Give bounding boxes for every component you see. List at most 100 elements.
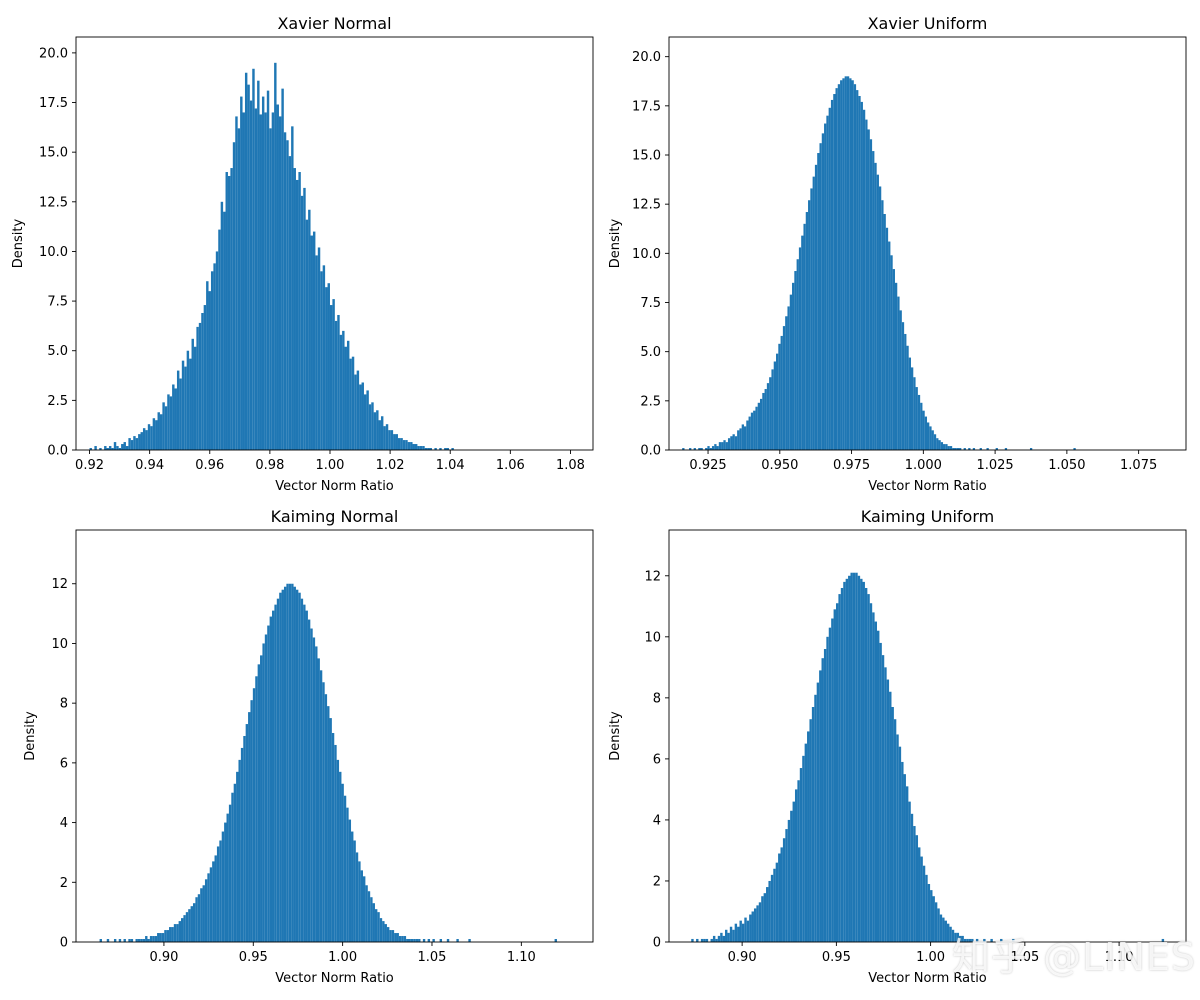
histogram-bar [869,139,873,450]
histogram-bar [303,604,306,942]
x-tick-label: 1.06 [496,458,525,473]
histogram-bar [349,358,352,450]
histogram-bar [879,642,882,942]
histogram-bar [901,322,905,450]
histogram-bar [842,78,845,451]
histogram-bar [874,162,877,450]
histogram-bar [415,939,419,942]
histogram-bar [167,394,170,450]
x-tick-label: 1.050 [1048,458,1085,473]
histogram-bar [872,151,875,450]
histogram-bar [186,350,190,450]
histogram-bar [831,618,834,942]
histogram-bar [393,434,396,450]
histogram-bar [741,923,745,942]
histogram-bar [424,448,428,450]
histogram-bar [805,212,809,450]
histogram-bar [860,101,863,451]
histogram-bar [386,927,390,942]
kaiming-normal-bars [99,583,557,942]
histogram-bar [355,852,359,942]
histogram-bar [221,831,225,942]
histogram-bar [274,604,277,942]
histogram-bar [979,448,982,450]
histogram-bar [737,926,740,942]
histogram-bar [932,896,935,942]
histogram-bar [714,444,717,450]
histogram-bar [371,402,374,450]
histogram-bar [342,330,345,450]
histogram-bar [317,658,320,942]
histogram-bar [762,392,765,450]
histogram-bar [179,378,182,450]
histogram-bar [883,214,886,450]
histogram-bar [877,630,880,942]
histogram-bar [128,438,131,450]
histogram-bar [264,634,268,942]
histogram-bar [288,583,292,942]
histogram-bar [169,927,172,942]
histogram-bar [322,682,325,942]
histogram-bar [849,78,852,451]
histogram-bar [901,761,904,942]
histogram-bar [848,575,851,942]
kaiming-normal-title: Kaiming Normal [271,507,399,526]
histogram-bar [886,679,890,942]
histogram-bar [152,936,155,942]
histogram-bar [254,108,258,450]
histogram-bar [329,305,333,450]
histogram-bar [748,416,751,450]
histogram-bar [778,343,781,450]
histogram-bar [159,414,163,450]
histogram-bar [261,96,265,450]
histogram-bar [305,219,309,450]
histogram-bar [279,592,282,942]
histogram-bar [418,939,421,942]
histogram-bar [1073,448,1076,450]
x-tick-label: 1.000 [905,458,942,473]
x-tick-label: 0.95 [822,950,851,965]
histogram-bar [89,448,92,450]
y-tick-label: 6 [60,756,68,771]
histogram-bar [755,406,758,450]
histogram-bar [201,313,204,450]
histogram-bar [135,438,139,450]
y-tick-label: 7.5 [47,295,68,310]
histogram-bar [310,628,313,942]
y-tick-label: 8 [60,697,68,712]
histogram-bar [899,310,902,450]
histogram-bar [782,838,786,942]
histogram-bar [954,932,957,942]
histogram-bar [200,888,203,942]
histogram-bar [856,90,859,450]
histogram-bar [152,418,156,450]
histogram-bar [824,123,827,450]
histogram-bar [768,880,771,942]
histogram-bar [804,743,808,942]
histogram-bar [942,917,945,942]
histogram-bar [295,179,299,450]
histogram-bar [361,382,364,450]
histogram-bar [809,719,812,942]
histogram-bar [956,448,960,450]
histogram-bar [780,335,783,450]
histogram-bar [123,939,126,942]
histogram-bar [252,688,256,942]
histogram-bar [830,99,834,451]
histogram-bar [782,326,786,450]
histogram-bar [743,426,747,450]
x-tick-label: 0.96 [195,458,224,473]
histogram-bar [218,229,221,450]
histogram-bar [898,746,902,942]
histogram-bar [223,211,226,450]
histogram-bar [358,861,361,942]
histogram-bar [372,903,375,942]
histogram-bar [339,334,343,450]
histogram-bar [913,826,916,942]
histogram-bar [746,920,750,942]
histogram-bar [776,353,779,450]
histogram-bar [751,911,754,942]
histogram-bar [266,90,270,451]
histogram-bar [213,263,216,450]
histogram-bar [173,924,177,942]
